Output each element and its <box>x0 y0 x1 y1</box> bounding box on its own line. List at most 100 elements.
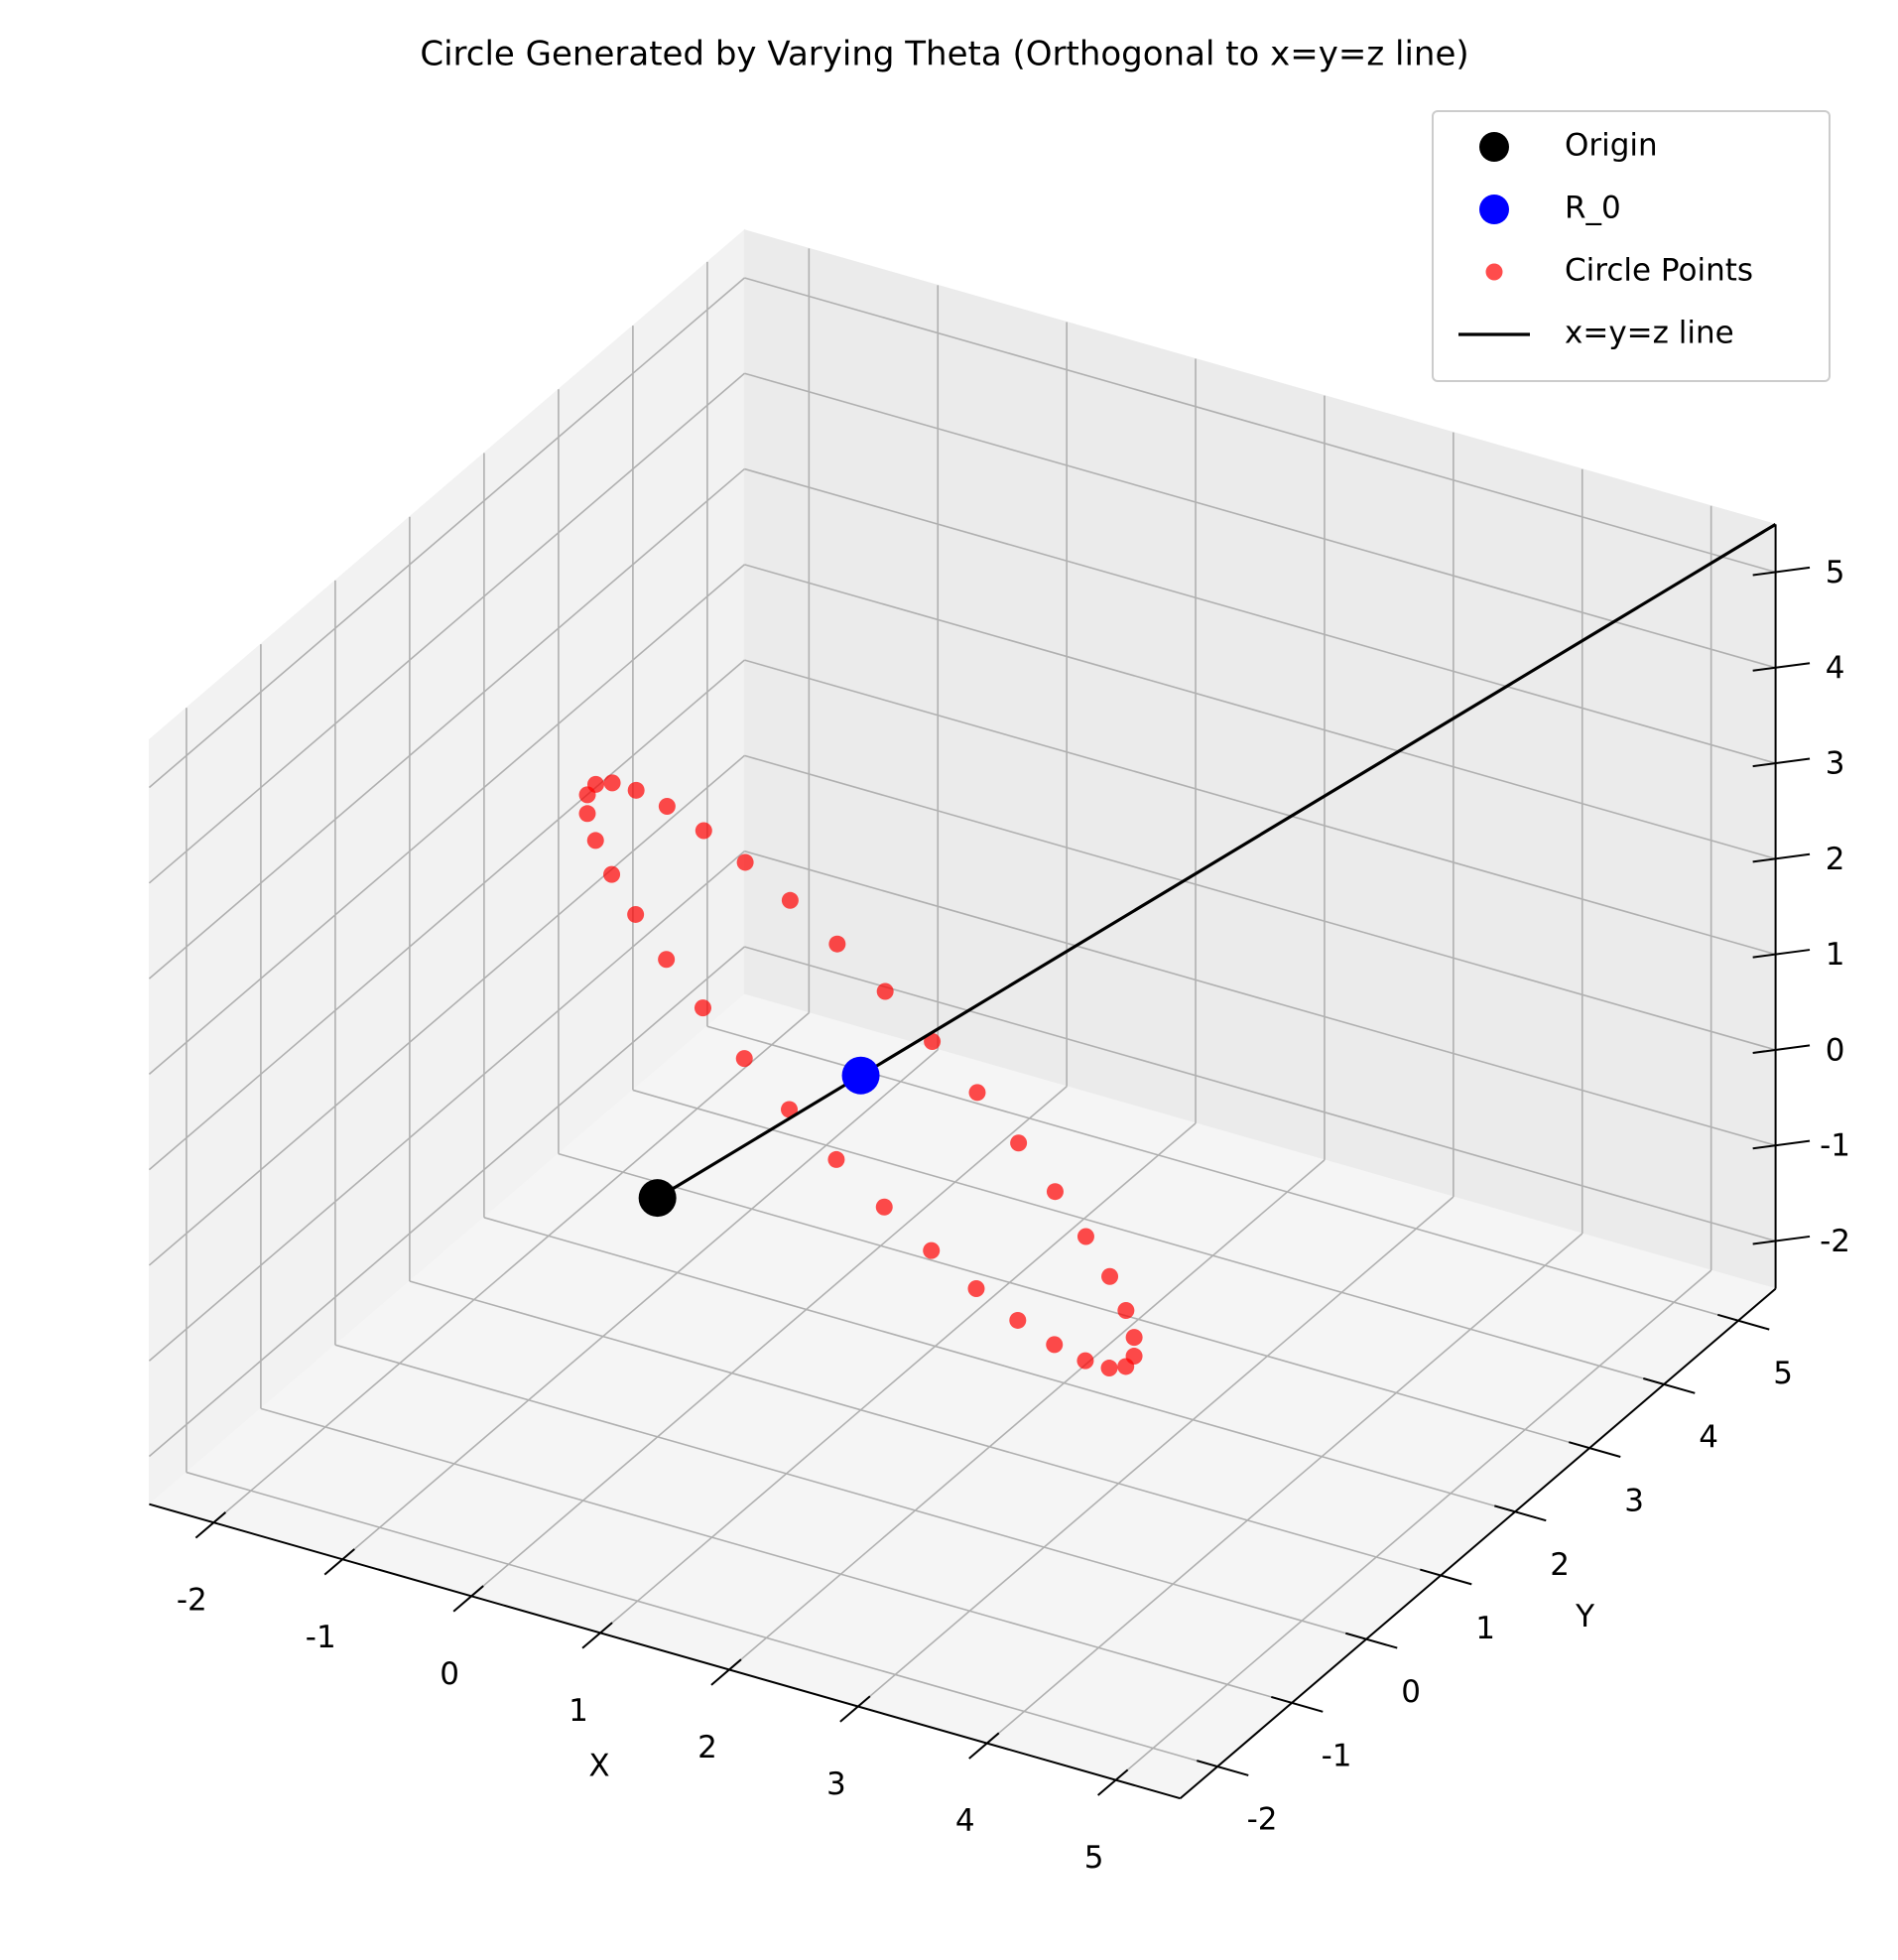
grid-line <box>409 1280 1442 1577</box>
point <box>638 1179 677 1218</box>
point <box>658 798 676 816</box>
y-tick-label: 0 <box>1401 1674 1421 1710</box>
legend-label: Origin <box>1565 128 1658 164</box>
tick-mark <box>1752 1044 1811 1054</box>
z-tick-label: 0 <box>1826 1032 1845 1068</box>
grid-line <box>148 754 745 1266</box>
point <box>968 1084 986 1102</box>
y-tick-label: -1 <box>1322 1738 1352 1773</box>
point <box>841 1056 880 1095</box>
z-tick-label: -1 <box>1820 1128 1850 1164</box>
point <box>1046 1336 1064 1354</box>
grid-line <box>148 564 745 1075</box>
legend-marker <box>1479 195 1509 224</box>
tick-mark <box>1271 1695 1324 1713</box>
x-tick-label: 4 <box>955 1803 975 1839</box>
grid-line <box>148 372 745 884</box>
z-tick-label: 2 <box>1826 842 1845 877</box>
tick-mark <box>323 1548 355 1576</box>
grid-line <box>986 1233 1583 1745</box>
z-tick-label: 1 <box>1826 937 1845 973</box>
grid-line <box>744 754 1776 1051</box>
grid-line <box>744 659 1776 956</box>
y-tick-label: 5 <box>1773 1356 1793 1391</box>
grid-line <box>212 1012 810 1523</box>
grid-line <box>744 849 1776 1146</box>
legend-label: x=y=z line <box>1565 316 1734 351</box>
grid-line <box>1115 1269 1712 1781</box>
point <box>1100 1360 1118 1377</box>
point <box>828 935 846 953</box>
tick-mark <box>1643 1377 1696 1394</box>
point <box>586 832 604 849</box>
x-tick-label: 0 <box>440 1656 459 1692</box>
point <box>603 774 621 792</box>
tick-mark <box>1096 1768 1129 1796</box>
point <box>1076 1228 1094 1245</box>
x-tick-label: 5 <box>1084 1840 1104 1876</box>
grid-line <box>744 372 1776 669</box>
point <box>1125 1348 1143 1366</box>
point <box>1009 1311 1027 1329</box>
x-axis-label: X <box>588 1748 609 1783</box>
grid-line <box>599 1122 1197 1633</box>
grid-line <box>260 1407 1293 1704</box>
tick-mark <box>581 1622 613 1649</box>
tick-mark <box>1717 1313 1770 1331</box>
y-tick-label: 2 <box>1550 1547 1570 1583</box>
y-axis <box>1179 1287 1777 1799</box>
point <box>658 951 676 969</box>
tick-mark <box>1494 1504 1547 1522</box>
tick-mark <box>710 1658 742 1686</box>
tick-mark <box>452 1585 484 1613</box>
tick-mark <box>839 1695 871 1723</box>
grid-line <box>744 277 1776 574</box>
point <box>1010 1134 1028 1152</box>
tick-mark <box>1345 1632 1398 1649</box>
y-tick-label: 4 <box>1699 1419 1718 1455</box>
tick-mark <box>968 1732 1000 1760</box>
tick-mark <box>1569 1441 1621 1458</box>
point <box>627 905 645 923</box>
grid-line <box>857 1196 1455 1708</box>
x-tick-label: -1 <box>306 1620 336 1655</box>
grid-line <box>148 277 745 789</box>
chart-title: Circle Generated by Varying Theta (Ortho… <box>420 35 1468 74</box>
tick-mark <box>1752 852 1811 863</box>
x-tick-label: 1 <box>569 1693 588 1729</box>
tick-mark <box>1752 757 1811 768</box>
grid-line <box>744 564 1776 860</box>
legend: Origin R_0 Circle Points x=y=z line <box>1432 110 1831 382</box>
point <box>578 805 596 823</box>
point <box>603 865 621 883</box>
grid-line <box>148 946 745 1458</box>
line <box>656 522 1777 1200</box>
tick-mark <box>1197 1760 1249 1776</box>
point <box>627 781 645 799</box>
point <box>1046 1183 1064 1201</box>
y-tick-label: -2 <box>1247 1802 1278 1838</box>
legend-box <box>1432 110 1831 382</box>
x-tick-label: 2 <box>697 1730 717 1765</box>
point <box>923 1241 941 1259</box>
grid-line <box>744 946 1776 1242</box>
z-tick-label: 5 <box>1826 555 1845 590</box>
legend-marker <box>1485 263 1503 281</box>
point <box>1125 1329 1143 1347</box>
z-tick-label: -2 <box>1820 1224 1850 1259</box>
point <box>1101 1267 1119 1285</box>
point <box>578 786 596 804</box>
legend-label: R_0 <box>1565 191 1621 226</box>
y-tick-label: 3 <box>1624 1484 1644 1519</box>
grid-line <box>186 1471 1218 1767</box>
grid-line <box>148 850 745 1362</box>
point <box>924 1032 942 1050</box>
point <box>827 1150 845 1168</box>
x-axis <box>149 1503 1181 1800</box>
point <box>967 1279 985 1297</box>
tick-mark <box>1752 566 1811 577</box>
grid-line <box>334 1344 1367 1640</box>
point <box>1076 1352 1094 1370</box>
